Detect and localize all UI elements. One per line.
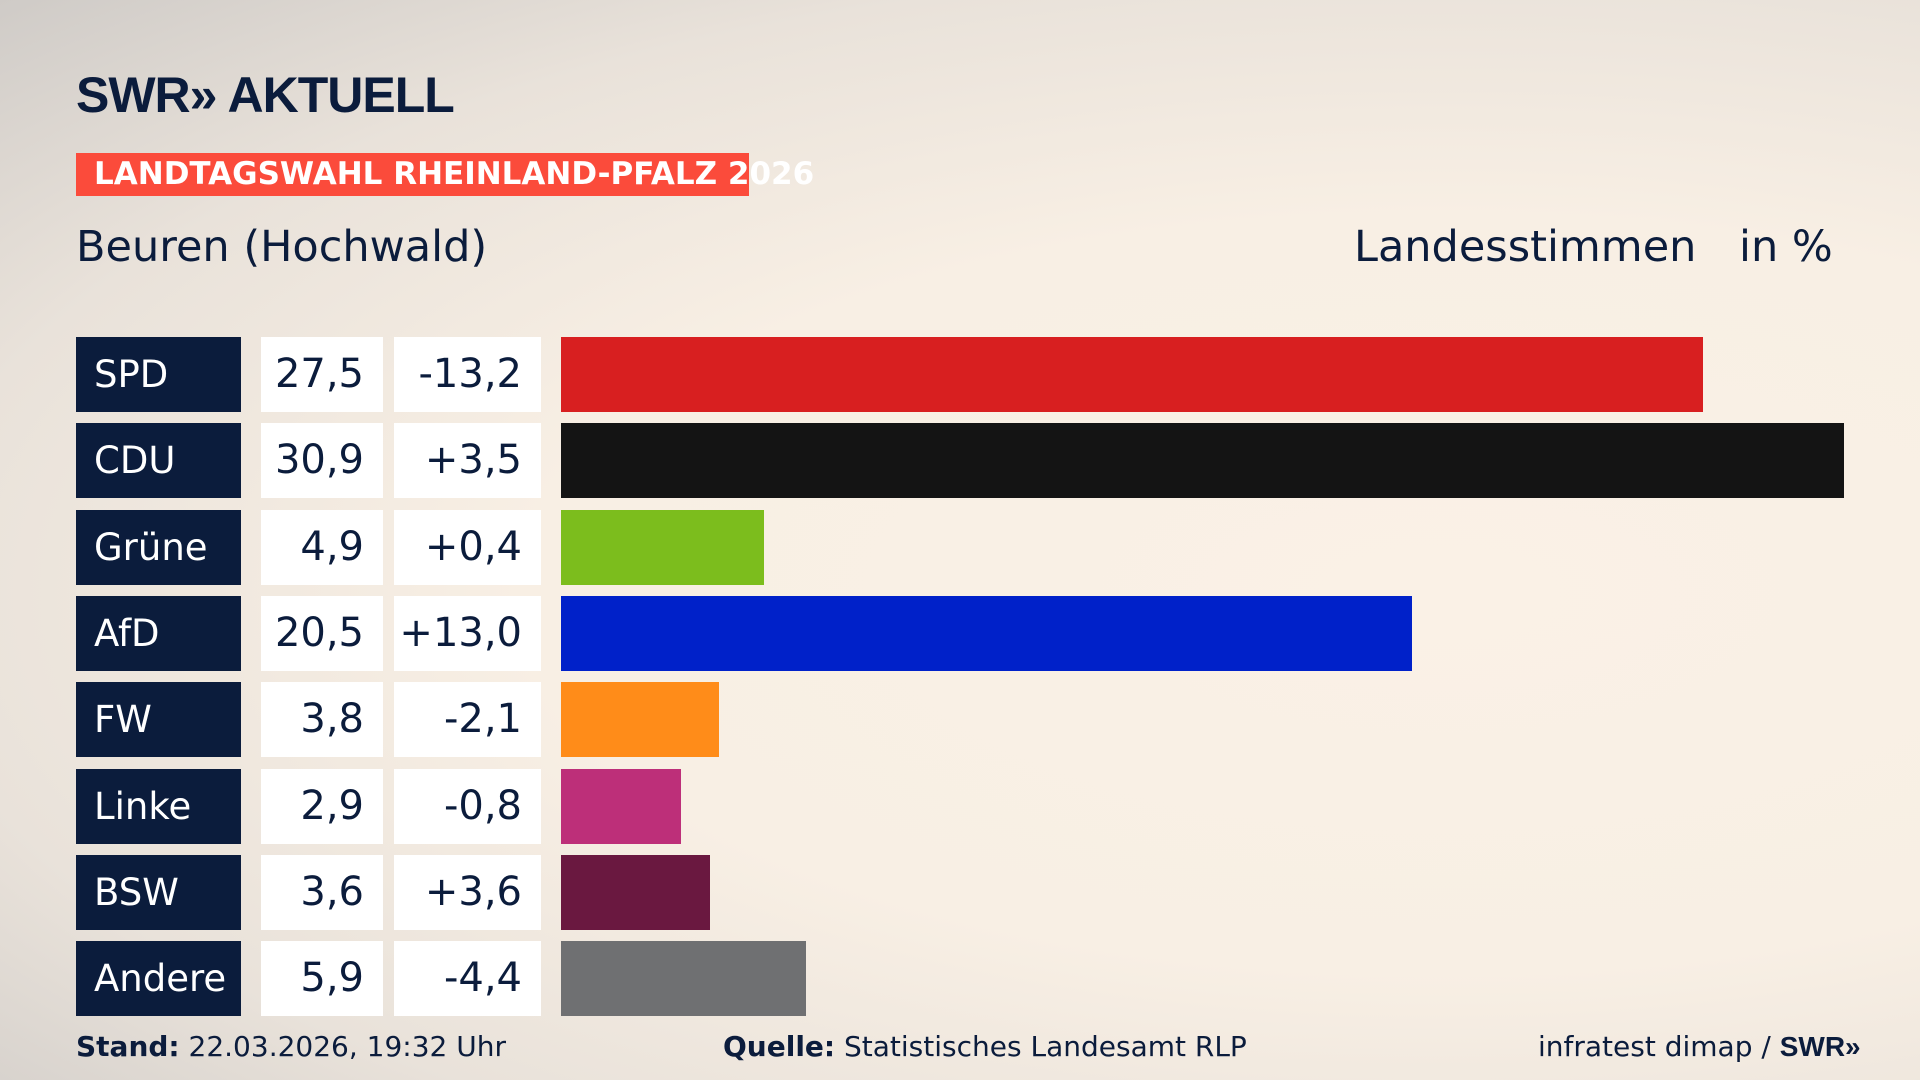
credit-text: infratest dimap / bbox=[1538, 1030, 1771, 1063]
party-row: SPD 27,5 -13,2 bbox=[0, 337, 1920, 412]
party-row: Grüne 4,9 +0,4 bbox=[0, 509, 1920, 585]
value-label: 30,9 bbox=[261, 423, 383, 499]
timestamp: Stand: 22.03.2026, 19:32 Uhr bbox=[76, 1030, 506, 1063]
source: Quelle: Statistisches Landesamt RLP bbox=[723, 1030, 1247, 1063]
bar-afd bbox=[561, 595, 1413, 671]
bar-grüne bbox=[561, 509, 765, 585]
vote-type-label: Landesstimmen bbox=[1354, 222, 1697, 272]
party-label: Linke bbox=[76, 768, 241, 844]
value-label: 27,5 bbox=[261, 337, 383, 412]
diff-label: -4,4 bbox=[394, 941, 541, 1017]
party-label: FW bbox=[76, 682, 241, 758]
party-label: SPD bbox=[76, 337, 241, 412]
party-label: Andere bbox=[76, 941, 241, 1017]
party-row: Linke 2,9 -0,8 bbox=[0, 768, 1920, 844]
party-label: AfD bbox=[76, 595, 241, 671]
diff-label: +13,0 bbox=[394, 595, 541, 671]
party-row: FW 3,8 -2,1 bbox=[0, 682, 1920, 758]
party-row: AfD 20,5 +13,0 bbox=[0, 595, 1920, 671]
value-label: 4,9 bbox=[261, 509, 383, 585]
party-label: CDU bbox=[76, 423, 241, 499]
diff-label: +0,4 bbox=[394, 509, 541, 585]
party-label: Grüne bbox=[76, 509, 241, 585]
value-label: 5,9 bbox=[261, 941, 383, 1017]
diff-label: -13,2 bbox=[394, 337, 541, 412]
election-banner: LANDTAGSWAHL RHEINLAND-PFALZ 2026 bbox=[76, 153, 814, 196]
diff-label: +3,5 bbox=[394, 423, 541, 499]
bar-fw bbox=[561, 682, 719, 758]
bar-linke bbox=[561, 768, 682, 844]
swr-logo: SWR» bbox=[1779, 1031, 1861, 1062]
diff-label: -2,1 bbox=[394, 682, 541, 758]
stand-label: Stand: bbox=[76, 1030, 180, 1063]
value-label: 2,9 bbox=[261, 768, 383, 844]
party-label: BSW bbox=[76, 854, 241, 930]
source-label: Quelle: bbox=[723, 1030, 836, 1063]
value-label: 3,8 bbox=[261, 682, 383, 758]
party-row: BSW 3,6 +3,6 bbox=[0, 854, 1920, 930]
place-title: Beuren (Hochwald) bbox=[76, 222, 488, 272]
bar-spd bbox=[561, 337, 1703, 412]
bar-andere bbox=[561, 941, 806, 1017]
diff-label: +3,6 bbox=[394, 854, 541, 930]
credit: infratest dimap / SWR» bbox=[1538, 1030, 1861, 1063]
value-label: 20,5 bbox=[261, 595, 383, 671]
bar-cdu bbox=[561, 423, 1844, 499]
party-row: Andere 5,9 -4,4 bbox=[0, 941, 1920, 1017]
source-value: Statistisches Landesamt RLP bbox=[844, 1030, 1247, 1063]
bar-bsw bbox=[561, 854, 711, 930]
swr-aktuell-logo: SWR» AKTUELL bbox=[76, 67, 455, 123]
stand-value: 22.03.2026, 19:32 Uhr bbox=[188, 1030, 506, 1063]
value-label: 3,6 bbox=[261, 854, 383, 930]
party-row: CDU 30,9 +3,5 bbox=[0, 423, 1920, 499]
diff-label: -0,8 bbox=[394, 768, 541, 844]
unit-label: in % bbox=[1739, 222, 1833, 272]
